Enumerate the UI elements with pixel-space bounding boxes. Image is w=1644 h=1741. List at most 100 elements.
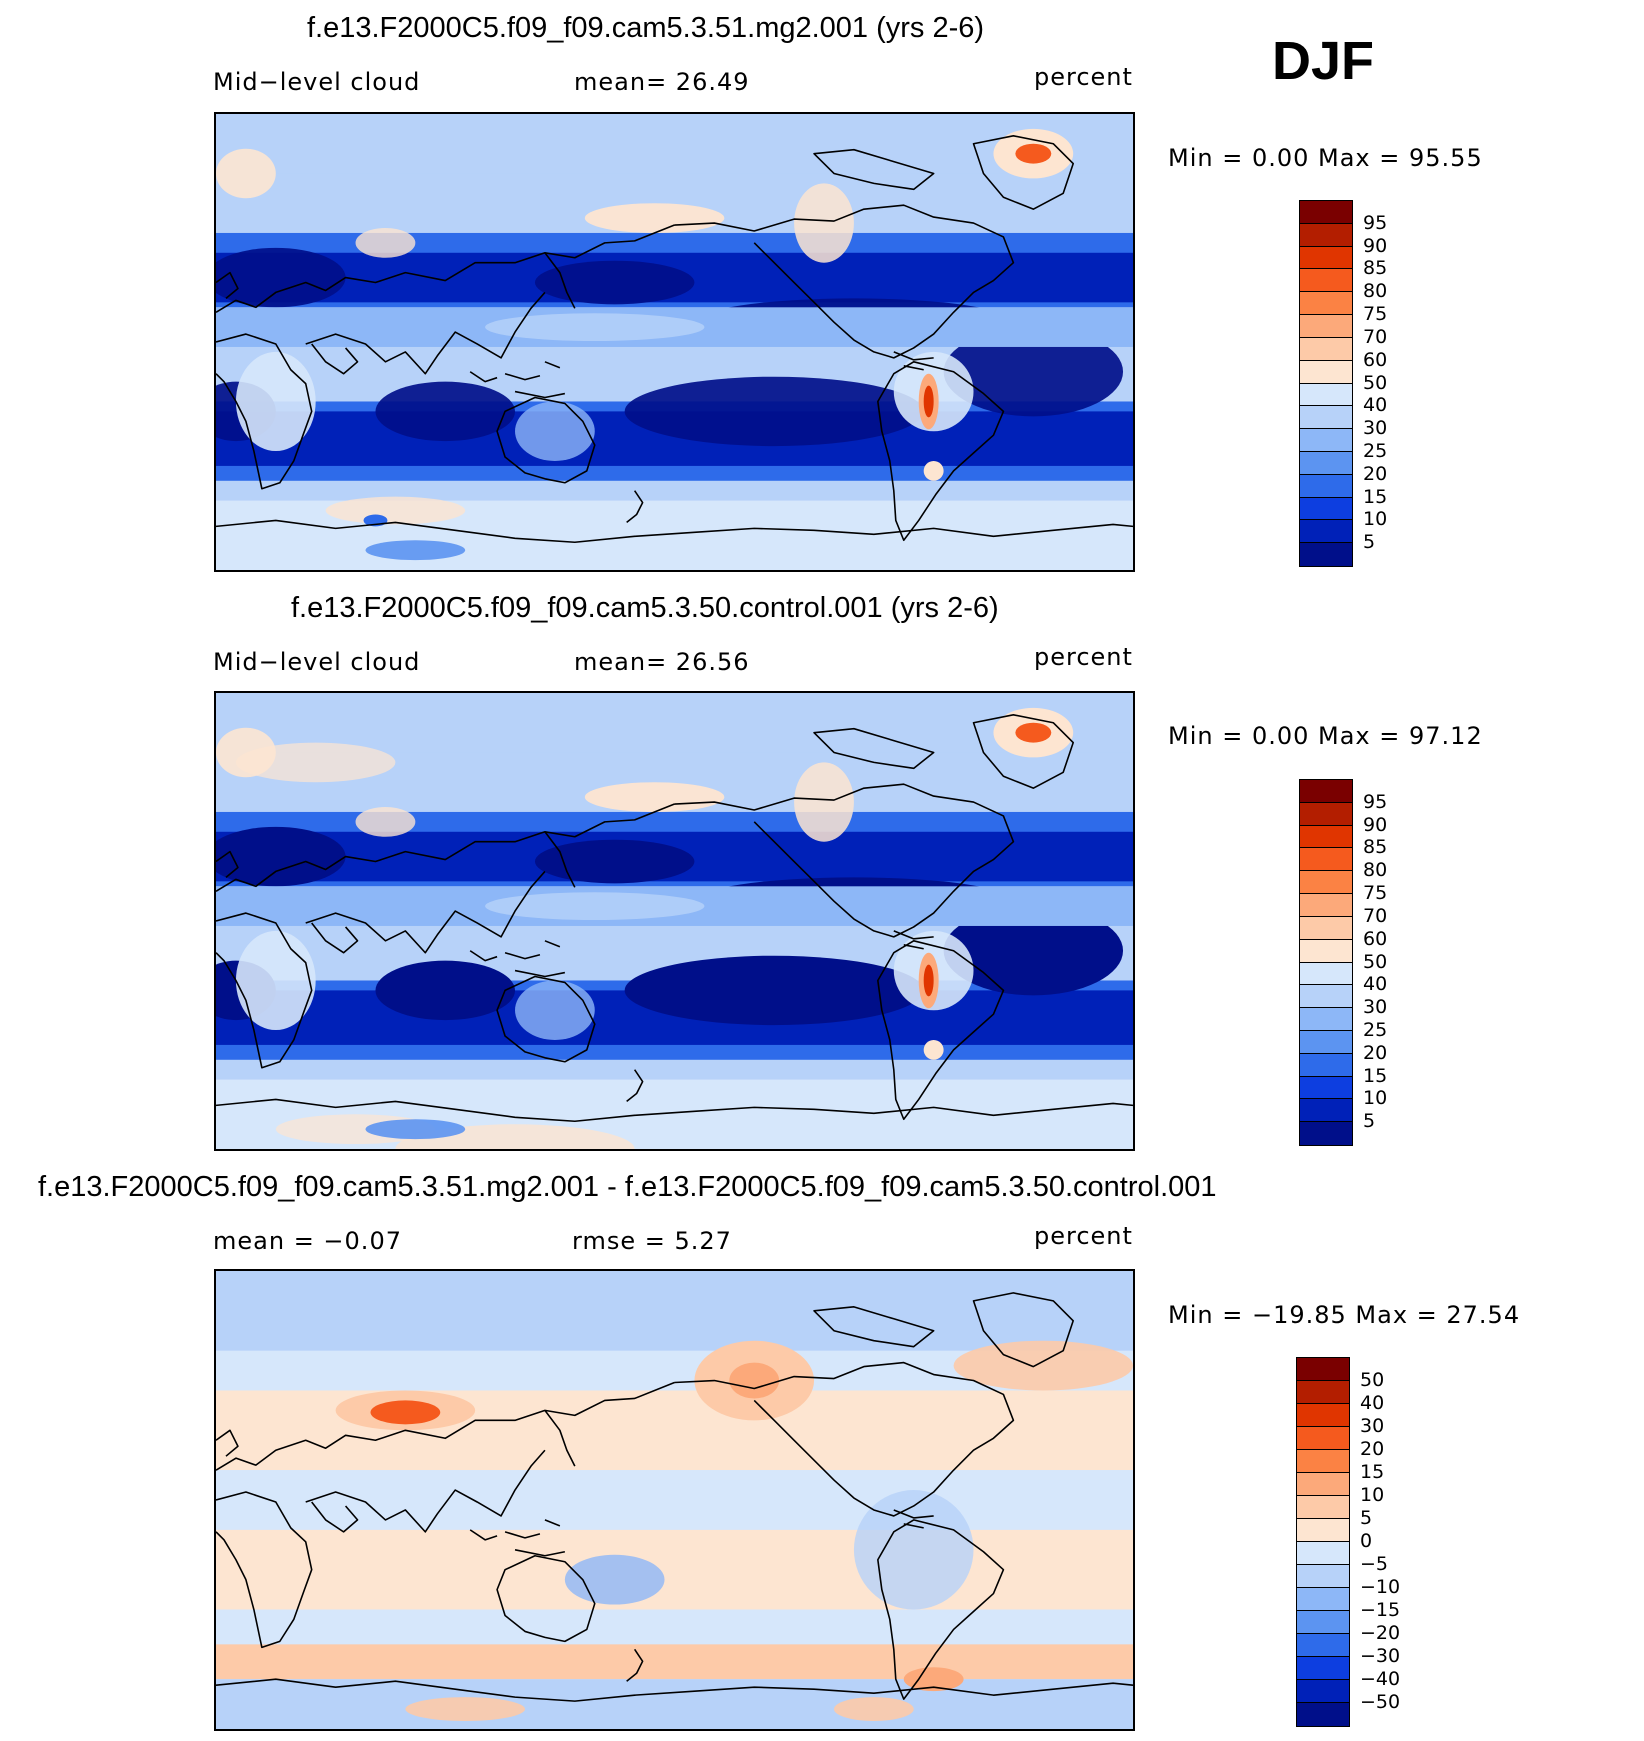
colorbar-swatch (1299, 893, 1353, 918)
panel-3-rmse-label: rmse = 5.27 (572, 1227, 732, 1255)
colorbar-swatch (1296, 1656, 1350, 1681)
colorbar-label: 30 (1360, 1415, 1385, 1437)
colorbar-swatch (1299, 870, 1353, 895)
panel-2-variable-label: Mid−level cloud (213, 648, 421, 676)
colorbar-label: −30 (1360, 1645, 1401, 1667)
colorbar-label: 75 (1363, 303, 1388, 326)
colorbar-swatch (1296, 1541, 1350, 1566)
colorbar-swatch (1299, 450, 1353, 476)
colorbar-swatch (1299, 1052, 1353, 1078)
colorbar-swatch (1296, 1495, 1350, 1520)
coastline (216, 1491, 313, 1649)
coastline (813, 148, 935, 191)
coastline (813, 727, 935, 770)
panel-1-minmax: Min = 0.00 Max = 95.55 (1168, 144, 1483, 172)
colorbar-swatch (1299, 1075, 1353, 1100)
season-label: DJF (1272, 31, 1375, 91)
colorbar-swatch (1299, 519, 1353, 544)
colorbar-swatch (1299, 961, 1353, 986)
coastline (305, 291, 546, 375)
colorbar-label: 60 (1363, 348, 1388, 371)
colorbar-label: 95 (1363, 790, 1388, 813)
coastline (305, 870, 546, 954)
panel-2-map (214, 691, 1135, 1151)
panel-1-map (214, 112, 1135, 572)
coastline (216, 1429, 239, 1457)
coastline (216, 850, 239, 878)
colorbar-swatch (1299, 268, 1353, 293)
colorbar-label: 70 (1363, 904, 1388, 927)
colorbar-swatch (1299, 222, 1353, 248)
colorbar-swatch (1299, 473, 1353, 499)
colorbar-swatch (1299, 984, 1353, 1009)
panel-3-mean-label: mean = −0.07 (213, 1227, 402, 1255)
colorbar-label: 60 (1363, 927, 1388, 950)
colorbar-swatch (1299, 291, 1353, 316)
colorbar-swatch (1296, 1702, 1350, 1727)
colorbar-swatch (1299, 1007, 1353, 1032)
coastline (469, 940, 566, 978)
colorbar-label: 20 (1360, 1438, 1385, 1460)
coastline (305, 1449, 546, 1533)
colorbar-swatch (1299, 428, 1353, 453)
coastline (544, 252, 576, 309)
colorbar-label: 15 (1360, 1461, 1385, 1483)
colorbar-label: 25 (1363, 1018, 1388, 1041)
colorbar-label: 85 (1363, 257, 1388, 280)
colorbar-swatch (1299, 915, 1353, 941)
colorbar-swatch (1296, 1403, 1350, 1428)
colorbar-swatch (1296, 1426, 1350, 1451)
coastline (972, 135, 1074, 210)
coastline (877, 1519, 1005, 1700)
colorbar-swatch (1299, 314, 1353, 339)
colorbar-label: −50 (1360, 1691, 1401, 1713)
panel-3-colorbar: 50 40 30 20 15 10 5 0 −5 −10 −15 −20 −30 −40 −50 (1296, 1357, 1421, 1727)
colorbar-label: 50 (1363, 950, 1388, 973)
colorbar-label: 40 (1363, 973, 1388, 996)
colorbar-label: −15 (1360, 1599, 1401, 1621)
colorbar-swatch (1299, 382, 1353, 407)
colorbar-swatch (1296, 1587, 1350, 1612)
colorbar-swatch (1296, 1472, 1350, 1497)
panel-2-colorbar: 95 90 85 80 75 70 60 50 40 30 25 20 15 10 5 (1299, 779, 1419, 1146)
colorbar-label: 90 (1363, 234, 1388, 257)
colorbar-label: 0 (1360, 1530, 1373, 1552)
colorbar-swatch (1299, 200, 1353, 225)
colorbar-label: 50 (1363, 371, 1388, 394)
coastline (311, 1501, 359, 1533)
colorbar-swatch (1299, 938, 1353, 963)
colorbar-swatch (1299, 542, 1353, 567)
coastline (674, 1361, 1015, 1517)
panel-1-title: f.e13.F2000C5.f09_f09.cam5.3.51.mg2.001 … (307, 12, 985, 44)
coastline (626, 1069, 644, 1103)
panel-2-mean-label: mean= 26.56 (574, 648, 750, 676)
colorbar-label: 5 (1363, 1110, 1376, 1133)
colorbar-label: −40 (1360, 1668, 1401, 1690)
colorbar-swatch (1296, 1633, 1350, 1658)
panel-1-map-svg (216, 114, 1133, 570)
coastline (216, 1381, 675, 1471)
coastline (544, 1409, 576, 1467)
colorbar-label: 75 (1363, 882, 1388, 905)
colorbar-label: 5 (1360, 1507, 1373, 1529)
coastline (496, 396, 596, 484)
coastline (216, 803, 675, 892)
panel-2-minmax: Min = 0.00 Max = 97.12 (1168, 722, 1483, 750)
colorbar-label: 40 (1363, 394, 1388, 417)
coastline (544, 831, 576, 888)
colorbar-swatch (1299, 779, 1353, 804)
colorbar-label: 25 (1363, 439, 1388, 462)
colorbar-swatch (1296, 1518, 1350, 1543)
colorbar-swatch (1299, 496, 1353, 521)
coastline (674, 783, 1015, 938)
panel-2-map-svg (216, 693, 1133, 1149)
colorbar-label: 70 (1363, 325, 1388, 348)
colorbar-label: 95 (1363, 211, 1388, 234)
colorbar-swatch (1299, 405, 1353, 430)
coastline (469, 1519, 566, 1557)
panel-1-colorbar: 95 90 85 80 75 70 60 50 40 30 25 20 15 10 5 (1299, 200, 1419, 567)
colorbar-label: 40 (1360, 1392, 1385, 1414)
panel-1-variable-label: Mid−level cloud (213, 68, 421, 96)
coastline (216, 224, 675, 313)
panel-2-units-label: percent (1034, 643, 1133, 671)
